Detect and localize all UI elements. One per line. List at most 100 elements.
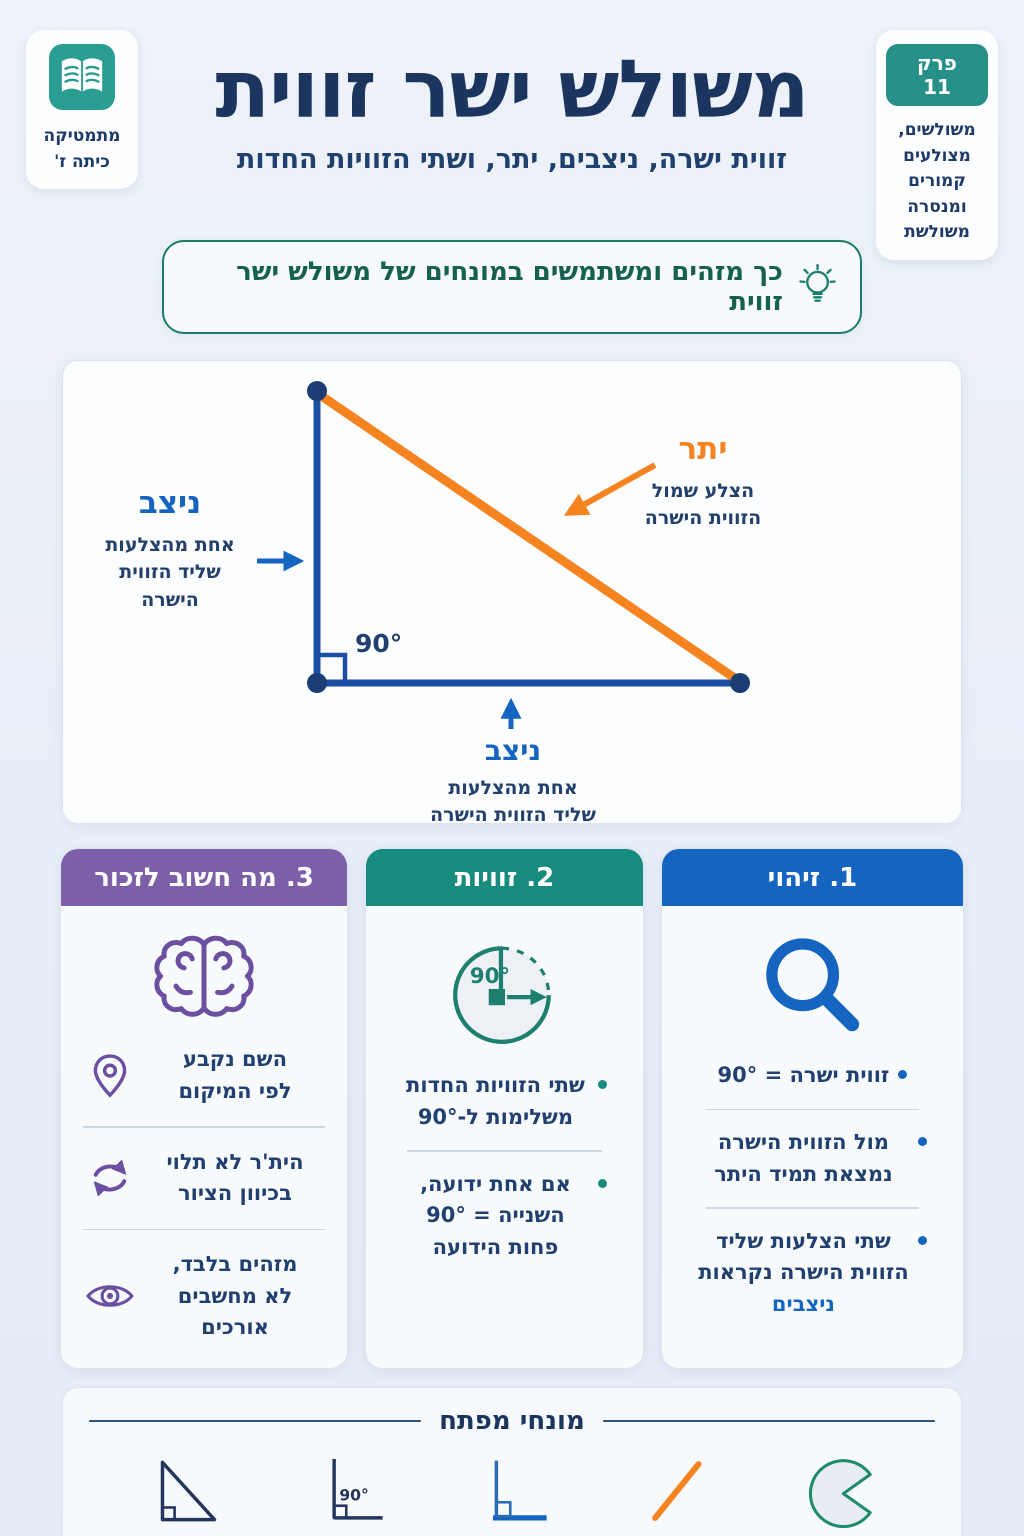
- identify-bullet-3-main: שתי הצלעות שליד הזווית הישרה נקראות: [698, 1228, 909, 1285]
- brain-icon: [154, 935, 254, 1017]
- bullet-dot: [598, 1080, 608, 1089]
- page-subtitle: זווית ישרה, ניצבים, יתר, ושתי הזוויות הח…: [236, 144, 788, 175]
- page-title: משולש ישר זווית: [215, 43, 809, 136]
- location-pin-icon: [93, 1053, 127, 1098]
- refresh-arrows-icon: [93, 1159, 127, 1197]
- right-triangle-icon: [160, 1460, 216, 1521]
- legend-item-hypotenuse: יתר: [594, 1446, 758, 1536]
- info-cards-row: 1. זיהוי זווית ישרה = 90° מול הזווית היש…: [60, 848, 964, 1369]
- identify-bullet-3: שתי הצלעות שליד הזווית הישרה נקראות ניצב…: [697, 1226, 928, 1321]
- remember-item-3-line1: מזהים בלבד,: [172, 1252, 298, 1276]
- remember-item-2-text: הית'ר לא תלוי בכיוון הציור: [141, 1147, 329, 1210]
- triangle-diagram: ניצב אחת מהצלעות שליד הזווית הישרה יתר ה…: [62, 360, 962, 826]
- hypotenuse-title: יתר: [678, 431, 728, 467]
- card-identify: 1. זיהוי זווית ישרה = 90° מול הזווית היש…: [660, 848, 964, 1369]
- chapter-desc-line3: ומנסרה משולשת: [904, 196, 970, 243]
- hypotenuse-label: יתר הצלע שמול הזווית הישרה: [601, 427, 805, 533]
- remember-item-3-line2: לא מחשבים: [177, 1283, 293, 1308]
- angles-bullet-2-text: אם אחת ידועה, השנייה = 90° פחות הידועה: [420, 1171, 571, 1259]
- divider: [407, 1150, 602, 1152]
- bottom-leg-desc-line2: שליד הזווית הישרה: [430, 804, 596, 827]
- subject-badge: מתמטיקה כיתה ז': [26, 30, 138, 189]
- bullet-dot: [598, 1178, 608, 1188]
- top-vertex-dot: [307, 381, 327, 401]
- remember-item-2-line2: בכיוון הציור: [178, 1181, 292, 1205]
- card-remember: 3. מה חשוב לזכור השם נקבע: [60, 848, 348, 1369]
- title-block: משולש ישר זווית זווית ישרה, ניצבים, יתר,…: [150, 43, 874, 176]
- bullet-dot: [918, 1137, 928, 1146]
- hypotenuse-icon: [651, 1460, 702, 1521]
- key-terms-legend: מונחי מפתח משולש ישר זווית: [62, 1386, 962, 1536]
- remember-item-3-line3: אורכים: [201, 1315, 269, 1339]
- chapter-pill: פרק 11: [886, 44, 988, 106]
- card-angles-header: 2. זוויות: [365, 849, 643, 906]
- remember-item-1: השם נקבע לפי המיקום: [75, 1038, 333, 1113]
- bullet-dot: [918, 1235, 928, 1245]
- lightbulb-icon: [799, 263, 836, 302]
- legend-item-legs: ניצבים: [430, 1446, 594, 1536]
- tip-text: כך מזהים ומשתמשים במונחים של משולש ישר ז…: [236, 257, 783, 317]
- identify-bullet-1: זווית ישרה = 90°: [718, 1060, 908, 1092]
- right-angle-icon: 90°: [332, 1458, 384, 1520]
- perpendicular-legs-icon: [492, 1460, 547, 1520]
- legend-item-acute-angles: זוויות חדות: [757, 1446, 921, 1536]
- remember-item-3-text: מזהים בלבד, לא מחשבים אורכים: [141, 1249, 329, 1344]
- left-leg-title: ניצב: [138, 485, 202, 521]
- legend-item-right-triangle: משולש ישר זווית: [103, 1446, 267, 1536]
- left-leg-desc-line3: הישרה: [141, 589, 199, 612]
- hypotenuse-line: [315, 390, 741, 684]
- legend-rule-right: [602, 1419, 935, 1422]
- bullet-dot: [898, 1070, 908, 1079]
- chapter-desc-line1: משולשים,: [898, 120, 976, 140]
- eye-icon: [86, 1285, 134, 1308]
- bottom-leg-label: ניצב אחת מהצלעות שליד הזווית הישרה: [391, 731, 635, 830]
- bottom-leg-desc-line1: אחת מהצלעות: [448, 776, 578, 799]
- angle-icon-value: 90°: [470, 964, 510, 989]
- angles-bullet-2: אם אחת ידועה, השנייה = 90° פחות הידועה: [401, 1169, 608, 1264]
- identify-bullet-3-highlight: ניצבים: [771, 1291, 835, 1316]
- legend-rule-left: [88, 1419, 422, 1422]
- identify-bullet-3-text: שתי הצלעות שליד הזווית הישרה נקראות ניצב…: [697, 1226, 909, 1321]
- chapter-badge: פרק 11 משולשים, מצולעים קמורים ומנסרה מש…: [876, 30, 998, 260]
- card-angles: 2. זוויות 90° שתי הזוויות החדות משלימות …: [364, 848, 644, 1369]
- divider: [705, 1207, 919, 1209]
- hypotenuse-desc-line1: הצלע שמול: [651, 479, 755, 502]
- tip-banner: כך מזהים ומשתמשים במונחים של משולש ישר ז…: [162, 240, 862, 334]
- bottom-right-vertex-dot: [730, 673, 750, 693]
- right-angle-value: 90°: [355, 629, 403, 658]
- remember-item-1-line2: לפי המיקום: [178, 1078, 292, 1103]
- left-leg-desc-line2: שליד הזווית: [119, 561, 221, 584]
- angles-bullet-1-text: שתי הזוויות החדות משלימות ל-90°: [406, 1073, 585, 1129]
- hypotenuse-desc-line2: הזווית הישרה: [644, 507, 762, 530]
- right-triangle-figure: [257, 381, 750, 729]
- acute-angles-icon: [809, 1458, 872, 1528]
- card-identify-header: 1. זיהוי: [661, 849, 963, 906]
- left-leg-label: ניצב אחת מהצלעות שליד הזווית הישרה: [77, 481, 263, 615]
- legend-item-right-angle: 90° זווית ישרה: [267, 1446, 431, 1536]
- legend-items: משולש ישר זווית 90° זווית ישרה: [89, 1446, 935, 1536]
- subject-label-line1: מתמטיקה: [43, 126, 121, 146]
- divider: [705, 1108, 919, 1110]
- identify-bullet-2: מול הזווית הישרה נמצאת תמיד היתר: [697, 1127, 928, 1190]
- remember-item-1-text: השם נקבע לפי המיקום: [141, 1044, 329, 1107]
- header: מתמטיקה כיתה ז' משולש ישר זווית זווית יש…: [0, 0, 1024, 260]
- divider: [82, 1126, 326, 1128]
- remember-item-2-line1: הית'ר לא תלוי: [166, 1149, 304, 1174]
- divider: [82, 1228, 326, 1230]
- angles-bullet-1: שתי הזוויות החדות משלימות ל-90°: [401, 1070, 608, 1133]
- open-book-icon: [49, 44, 115, 110]
- identify-bullet-2-text: מול הזווית הישרה נמצאת תמיד היתר: [714, 1130, 893, 1186]
- bottom-left-vertex-dot: [307, 673, 327, 693]
- legend-titlebar: מונחי מפתח: [88, 1406, 935, 1436]
- magnifier-icon: [766, 938, 860, 1032]
- remember-item-3: מזהים בלבד, לא מחשבים אורכים: [75, 1243, 333, 1350]
- hypotenuse-arrow: [563, 462, 657, 516]
- ninety-degree-angle-icon: 90°: [453, 946, 552, 1044]
- chapter-desc-line2: מצולעים קמורים: [903, 145, 971, 192]
- legend-right-angle-value: 90°: [340, 1486, 370, 1504]
- bottom-leg-title: ניצב: [484, 734, 542, 767]
- remember-item-2: הית'ר לא תלוי בכיוון הציור: [75, 1141, 333, 1216]
- subject-label-line2: כיתה ז': [54, 151, 110, 172]
- left-leg-desc-line1: אחת מהצלעות: [105, 533, 235, 556]
